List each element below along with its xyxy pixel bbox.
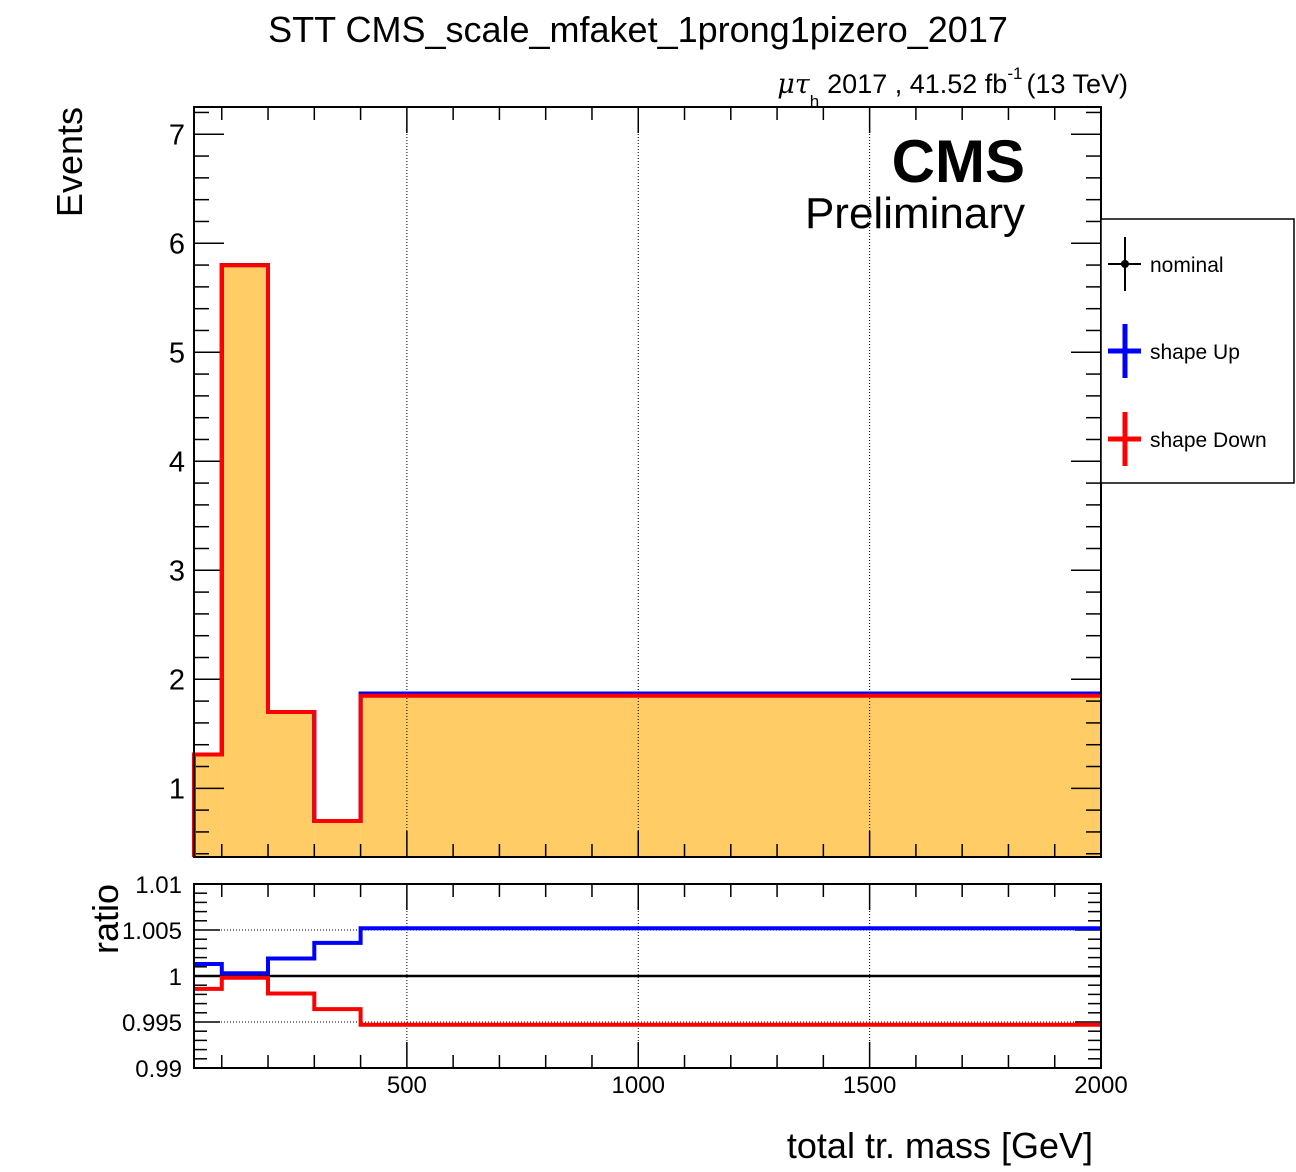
cms-label: CMS bbox=[892, 128, 1025, 195]
main-tick-layer bbox=[194, 107, 1102, 857]
main-series-shape-down bbox=[192, 263, 1101, 857]
main-y-tick-label-0: 1 bbox=[169, 773, 185, 805]
lumi-channel: μτ bbox=[777, 69, 811, 100]
x-tick-label-0: 500 bbox=[387, 1072, 427, 1099]
main-y-tick-label-1: 2 bbox=[169, 664, 185, 696]
main-grid-layer bbox=[406, 107, 871, 857]
ratio-y-tick-label-4: 1.01 bbox=[135, 872, 182, 899]
legend: nominal shape Up shape Down bbox=[1100, 218, 1295, 484]
ratio-series-shape-up bbox=[194, 926, 1101, 976]
main-y-axis-label: Events bbox=[49, 107, 90, 217]
main-panel: 1 2 3 4 5 6 7 Events CMS Preliminary bbox=[49, 106, 1102, 858]
ratio-y-tick-label-0: 0.99 bbox=[135, 1056, 182, 1083]
main-fill-bin-1 bbox=[221, 265, 269, 857]
main-fill-bin-4 bbox=[360, 694, 1102, 857]
main-y-tick-label-6: 7 bbox=[169, 119, 185, 151]
x-tick-label-1: 1000 bbox=[612, 1072, 665, 1099]
preliminary-label: Preliminary bbox=[805, 189, 1025, 238]
main-y-tick-label-5: 6 bbox=[169, 228, 185, 260]
ratio-series-shape-down bbox=[194, 975, 1101, 1027]
legend-label-shape-down: shape Down bbox=[1150, 429, 1267, 452]
lumi-label: μτh 2017 , 41.52 fb-1 (13 TeV) bbox=[777, 64, 1128, 111]
ratio-y-axis-label: ratio bbox=[85, 884, 126, 954]
main-y-tick-label-3: 4 bbox=[169, 446, 185, 478]
main-fill-bin-3 bbox=[314, 821, 361, 857]
legend-label-nominal: nominal bbox=[1150, 254, 1224, 277]
main-fill-bin-0 bbox=[194, 754, 222, 857]
ratio-y-tick-label-2: 1 bbox=[169, 964, 182, 991]
ratio-grid-layer bbox=[194, 884, 1101, 1068]
legend-marker-nominal-dot bbox=[1121, 260, 1129, 268]
legend-label-shape-up: shape Up bbox=[1150, 341, 1240, 364]
ratio-y-tick-label-3: 1.005 bbox=[122, 918, 182, 945]
ratio-panel: 0.99 0.995 1 1.005 1.01 500 1000 1500 2000 ratio… bbox=[85, 872, 1128, 1166]
main-fill-layer bbox=[194, 265, 1102, 857]
main-series-layer bbox=[192, 263, 1101, 857]
lumi-superscript: -1 bbox=[1007, 64, 1022, 83]
legend-item-shape-down: shape Down bbox=[1108, 412, 1267, 466]
lumi-channel-sub: h bbox=[810, 92, 819, 111]
ratio-tick-labels: 0.99 0.995 1 1.005 1.01 500 1000 1500 2000 bbox=[122, 872, 1128, 1099]
legend-item-shape-up: shape Up bbox=[1108, 324, 1240, 378]
x-tick-label-3: 2000 bbox=[1074, 1072, 1127, 1099]
main-y-tick-label-2: 3 bbox=[169, 555, 185, 587]
ratio-series-layer bbox=[194, 926, 1101, 1027]
ratio-y-tick-label-1: 0.995 bbox=[122, 1010, 182, 1037]
chart-title: STT CMS_scale_mfaket_1prong1pizero_2017 bbox=[268, 9, 1008, 50]
lumi-energy: (13 TeV) bbox=[1026, 69, 1128, 99]
ratio-frame bbox=[193, 883, 1102, 1069]
lumi-text: 2017 , 41.52 fb bbox=[827, 69, 1007, 99]
legend-item-nominal: nominal bbox=[1108, 237, 1224, 291]
x-tick-label-2: 1500 bbox=[843, 1072, 896, 1099]
main-tick-labels: 1 2 3 4 5 6 7 bbox=[169, 119, 185, 805]
x-axis-label: total tr. mass [GeV] bbox=[787, 1125, 1093, 1166]
main-fill-bin-2 bbox=[268, 712, 315, 857]
main-y-tick-label-4: 5 bbox=[169, 337, 185, 369]
